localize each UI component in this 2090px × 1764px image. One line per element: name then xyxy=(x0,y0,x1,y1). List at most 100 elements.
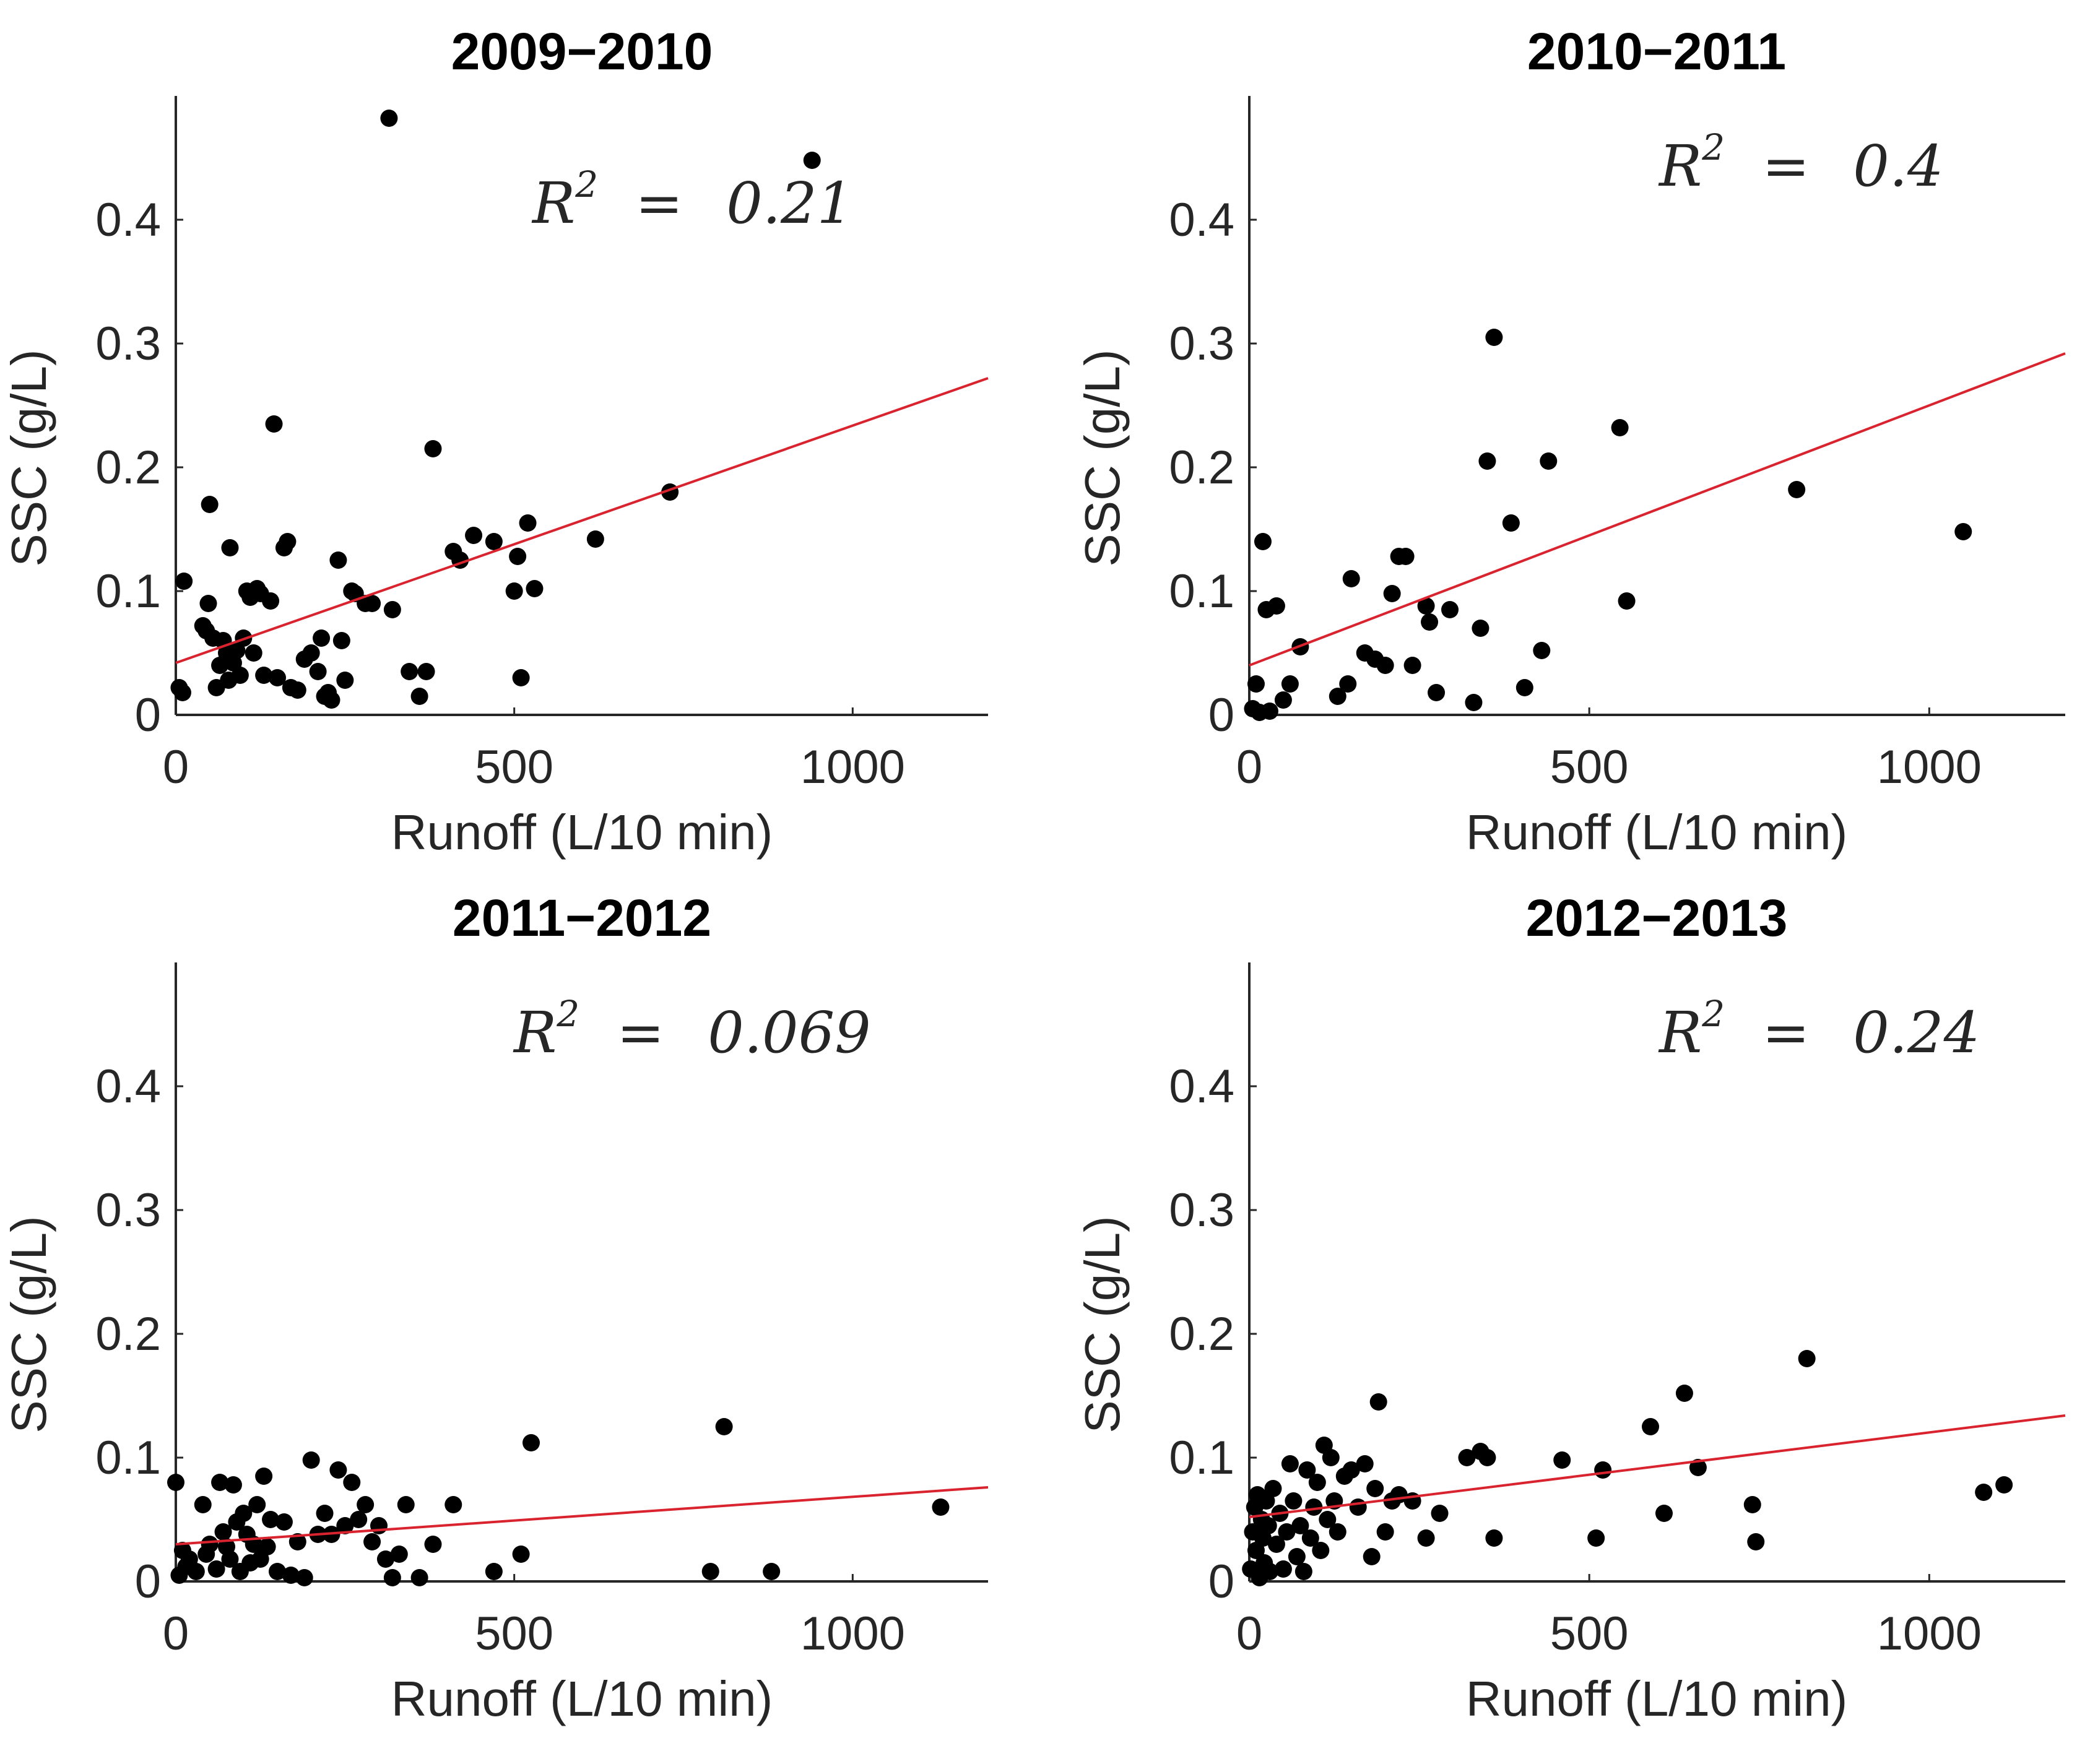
y-axis-label: SSC (g/L) xyxy=(1,1216,56,1433)
y-tick-label: 0.2 xyxy=(1169,441,1234,494)
data-point xyxy=(1369,1393,1387,1411)
r-squared-superscript: 2 xyxy=(556,993,579,1035)
x-tick-label: 500 xyxy=(475,1607,553,1660)
r-squared-value: 0.24 xyxy=(1853,1000,1980,1066)
chart-title: 2012−2013 xyxy=(1526,889,1788,947)
data-point xyxy=(1281,1455,1299,1472)
data-point xyxy=(519,514,537,532)
data-point xyxy=(248,1496,266,1513)
r-squared-annotation: R2 = 0.24 xyxy=(1658,993,1980,1066)
data-point xyxy=(1417,1529,1435,1547)
data-point xyxy=(1291,1517,1309,1534)
data-point xyxy=(255,667,273,684)
data-point xyxy=(302,1451,320,1469)
fit-line xyxy=(1249,352,2066,667)
data-point xyxy=(1478,1449,1496,1466)
data-point xyxy=(1274,1560,1292,1578)
x-tick-label: 500 xyxy=(1550,741,1629,793)
data-point xyxy=(1403,657,1421,674)
data-point xyxy=(424,440,442,457)
r-squared-base: R xyxy=(513,1000,557,1066)
data-point xyxy=(932,1498,950,1516)
data-point xyxy=(512,1546,530,1563)
y-tick-label: 0.4 xyxy=(1169,1060,1234,1113)
r-squared-equals: = xyxy=(1762,1000,1810,1066)
data-point xyxy=(1267,597,1285,615)
data-point xyxy=(1747,1533,1765,1550)
y-tick-label: 0.4 xyxy=(95,1060,161,1113)
data-point xyxy=(201,496,219,513)
data-point xyxy=(1397,548,1415,565)
data-point xyxy=(1329,688,1346,705)
data-point xyxy=(214,1523,232,1541)
chart-title: 2009−2010 xyxy=(451,22,713,80)
x-tick-label: 1000 xyxy=(800,1607,905,1660)
data-point xyxy=(1356,1455,1374,1472)
chart-title: 2010−2011 xyxy=(1527,22,1786,80)
data-point xyxy=(1421,613,1439,631)
data-point xyxy=(1743,1496,1761,1513)
data-point xyxy=(397,1496,415,1513)
r-squared-value: 0.21 xyxy=(726,170,853,236)
data-point xyxy=(357,1496,375,1513)
r-squared-annotation: R2 = 0.21 xyxy=(531,163,853,236)
data-point xyxy=(1308,1474,1326,1491)
data-point xyxy=(343,1474,361,1491)
r-squared-value: 0.4 xyxy=(1853,133,1943,199)
y-axis-label: SSC (g/L) xyxy=(1075,349,1130,566)
y-tick-label: 0.1 xyxy=(95,1432,161,1484)
data-point xyxy=(1553,1451,1571,1469)
data-point xyxy=(1655,1505,1673,1522)
data-point xyxy=(255,1468,273,1485)
data-point xyxy=(1458,1449,1476,1466)
data-point xyxy=(1478,452,1496,470)
data-point xyxy=(390,1546,408,1563)
y-tick-label: 0.3 xyxy=(95,318,161,370)
data-point xyxy=(1689,1459,1707,1476)
data-point xyxy=(1472,620,1489,637)
data-point xyxy=(380,110,398,127)
r-squared-equals: = xyxy=(1762,133,1810,199)
data-point xyxy=(1383,585,1401,602)
data-point xyxy=(1485,329,1503,346)
fit-line xyxy=(175,377,989,664)
data-point xyxy=(485,533,503,550)
data-point xyxy=(1675,1385,1693,1402)
data-point xyxy=(175,573,193,590)
data-point xyxy=(444,1496,462,1513)
data-point xyxy=(715,1418,733,1435)
data-point xyxy=(302,644,320,662)
chart-title: 2011−2012 xyxy=(453,889,711,947)
data-point xyxy=(1329,1523,1346,1541)
data-point xyxy=(1441,601,1459,618)
data-point xyxy=(1428,684,1446,701)
data-point xyxy=(526,580,544,597)
y-tick-label: 0.1 xyxy=(1169,1432,1234,1484)
data-point xyxy=(224,1476,242,1494)
data-point xyxy=(1349,1498,1367,1516)
chart-panel-3: 0 500 1000 0 0.1 0.2 0.3 0.4 2011−2012 Runoff (L/… xyxy=(1,889,989,1726)
data-point xyxy=(376,1550,394,1568)
data-point xyxy=(336,1517,354,1534)
data-point xyxy=(1264,1480,1282,1497)
data-point xyxy=(187,1563,205,1580)
data-point xyxy=(1254,533,1272,550)
data-point xyxy=(1798,1350,1816,1367)
data-point xyxy=(1301,1529,1319,1547)
r-squared-base: R xyxy=(1658,1000,1702,1066)
data-point xyxy=(1363,1548,1381,1565)
data-point xyxy=(288,681,306,699)
data-point xyxy=(323,691,340,709)
data-point xyxy=(1376,1523,1394,1541)
panels: 0 500 1000 0 0.1 0.2 0.3 0.4 2009−2010 Runoff (L/… xyxy=(1,22,2066,1726)
x-tick-label: 500 xyxy=(1550,1607,1629,1660)
y-tick-label: 0.4 xyxy=(95,194,161,246)
data-point xyxy=(1260,1563,1278,1580)
x-tick-label: 0 xyxy=(163,741,189,793)
y-tick-label: 0.1 xyxy=(95,565,161,618)
r-squared-base: R xyxy=(1658,133,1702,199)
data-point xyxy=(1611,419,1629,436)
data-point xyxy=(275,1513,293,1531)
data-point xyxy=(201,1536,219,1553)
